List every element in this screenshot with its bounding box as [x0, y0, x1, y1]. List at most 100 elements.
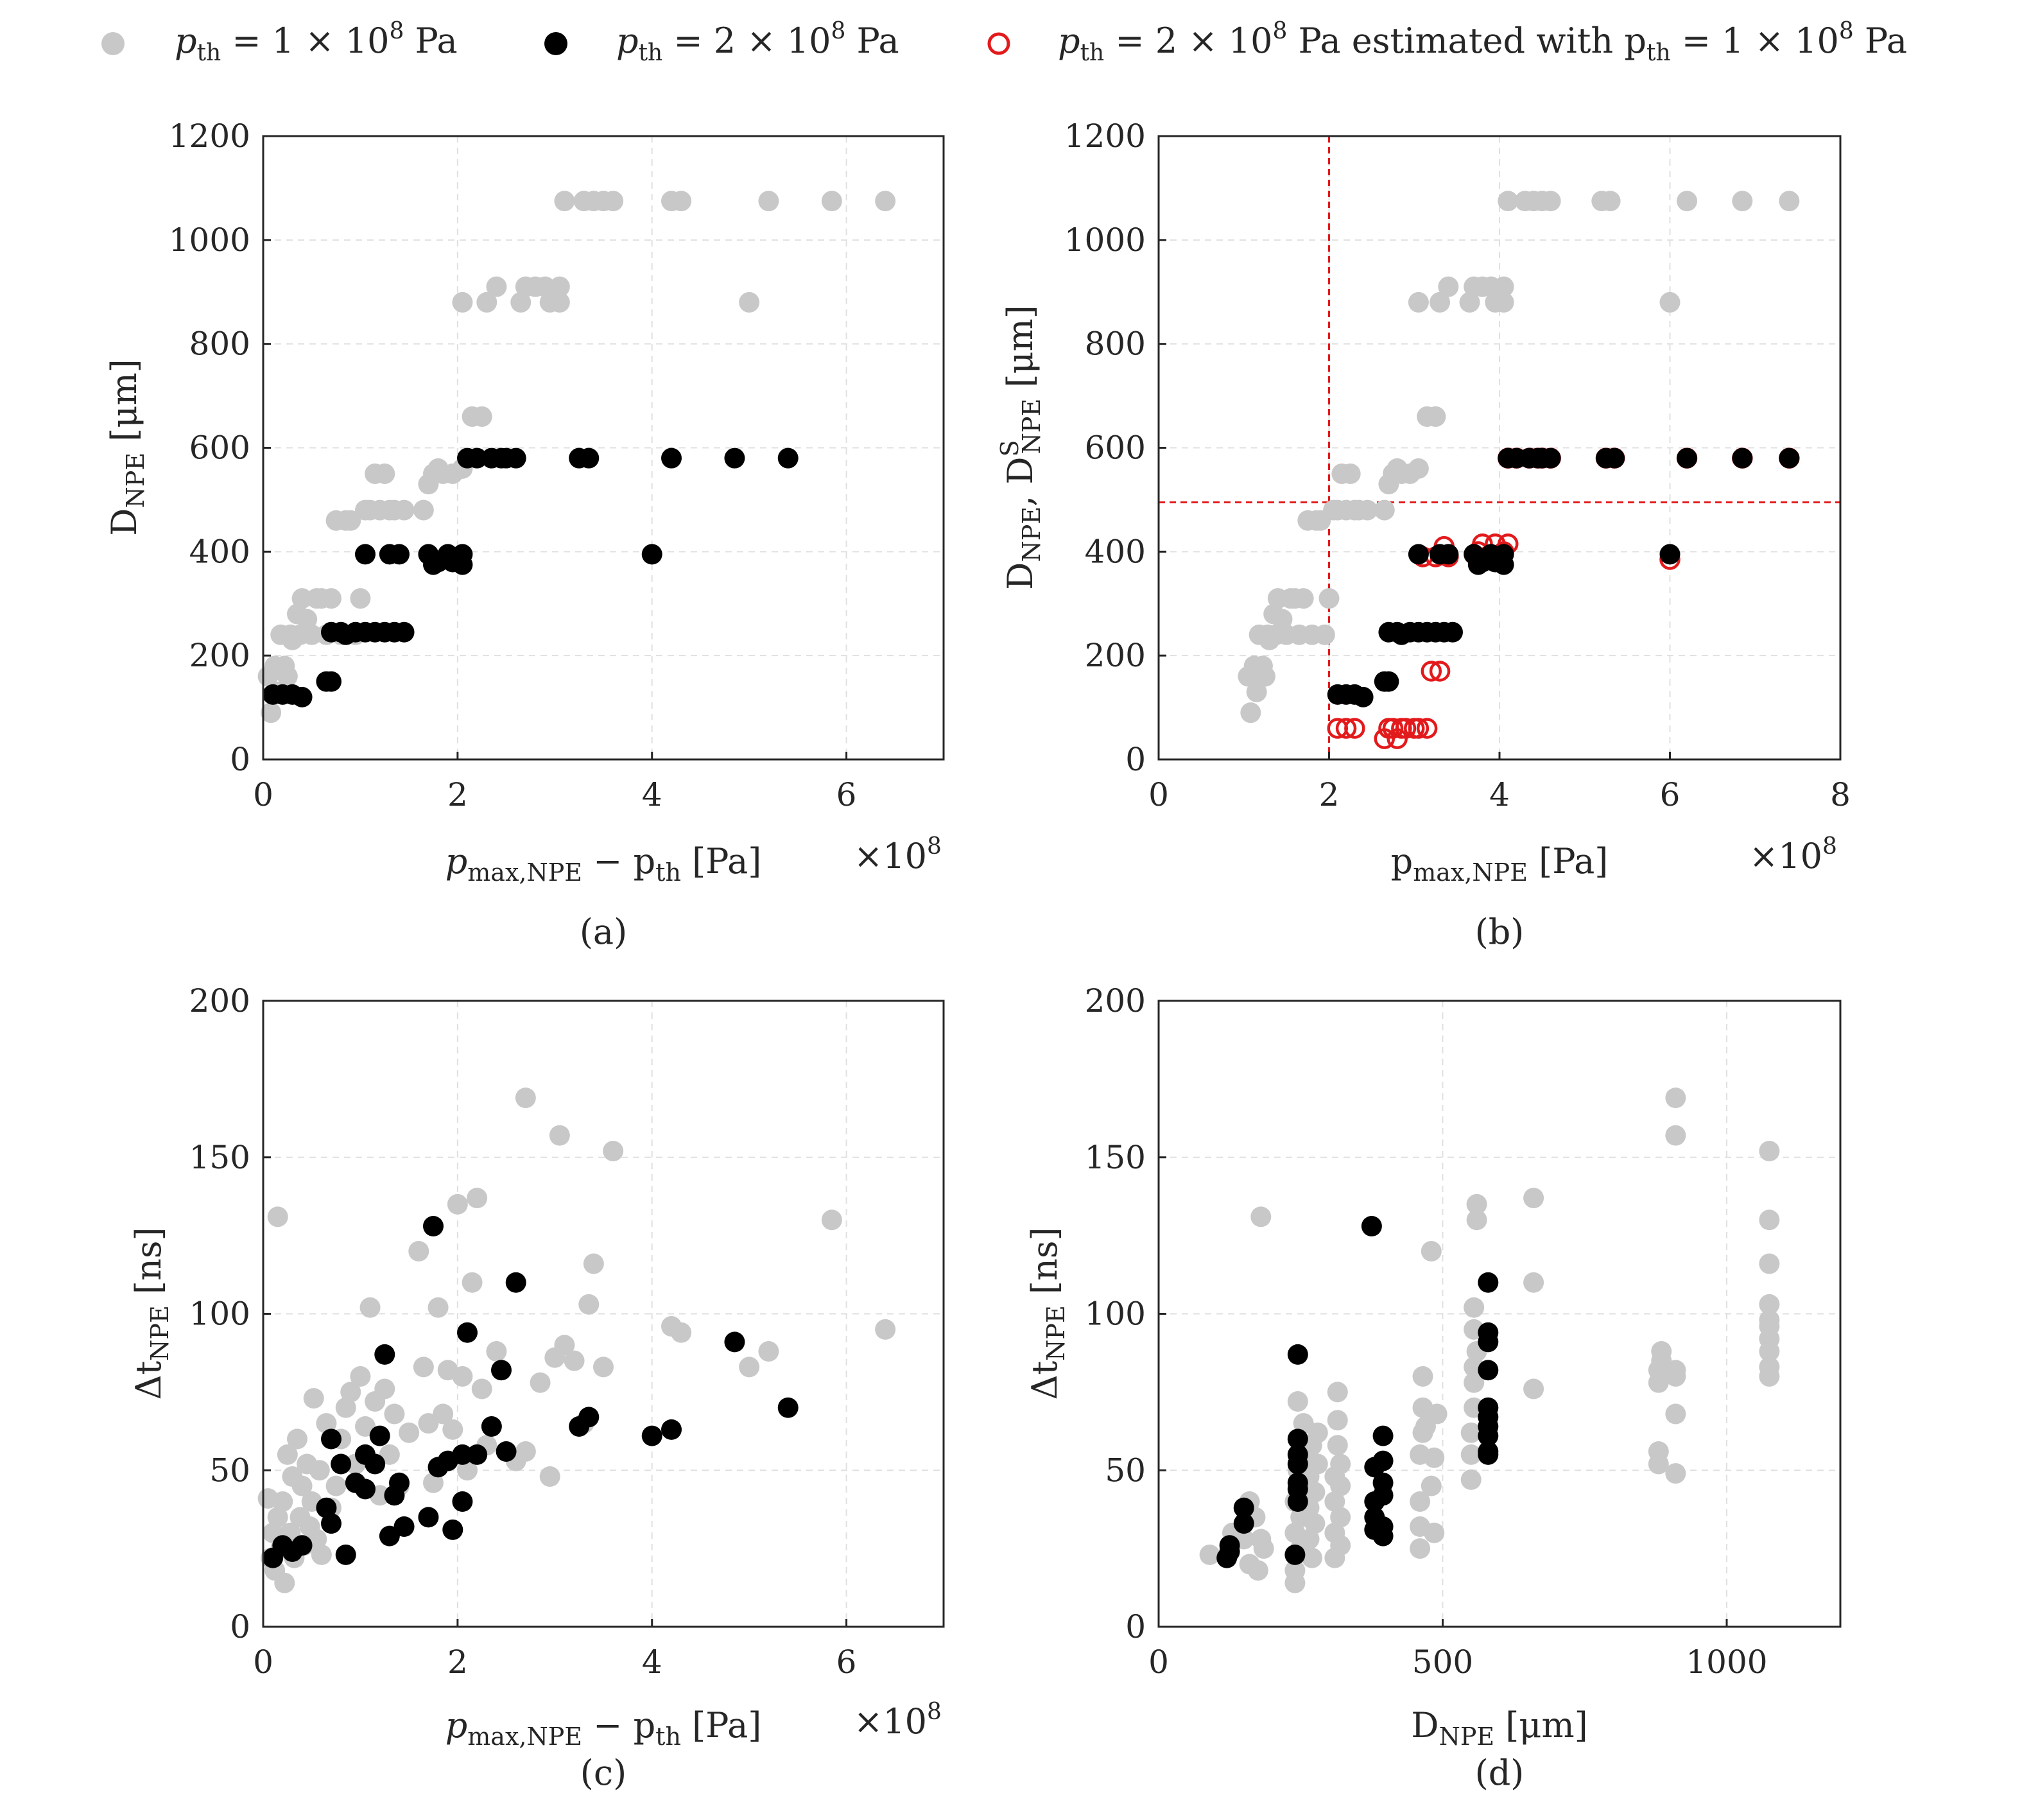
- data-point-red-open: [1429, 661, 1451, 682]
- data-point-gray: [374, 463, 395, 484]
- data-point-gray: [1466, 1193, 1487, 1215]
- data-point-gray: [1425, 406, 1446, 427]
- data-point-gray: [1199, 1544, 1220, 1565]
- data-point-gray: [350, 588, 371, 609]
- data-point-black: [452, 544, 473, 565]
- data-point-black: [1478, 1397, 1499, 1418]
- x-tick-label: 6: [1660, 776, 1681, 813]
- x-tick-label: 6: [836, 1643, 857, 1681]
- panel-c-xlabel: pmax,NPE − pth [Pa]: [445, 1705, 762, 1751]
- data-point-gray: [1424, 1447, 1445, 1468]
- x-tick-label: 8: [1830, 776, 1851, 813]
- data-point-gray: [291, 588, 313, 609]
- data-point-gray: [1293, 588, 1314, 609]
- data-point-black: [1372, 1425, 1394, 1446]
- data-point-gray: [1307, 1453, 1328, 1475]
- data-point-gray: [535, 276, 556, 297]
- data-point-gray: [471, 406, 492, 427]
- data-point-gray: [413, 1356, 434, 1378]
- x-tick-label: 0: [253, 776, 273, 813]
- data-point-gray: [539, 1466, 560, 1487]
- data-point-gray: [1523, 1188, 1544, 1209]
- data-point-gray: [1254, 666, 1275, 687]
- data-point-black: [1478, 1360, 1499, 1381]
- y-tick-label: 0: [230, 1608, 250, 1645]
- data-point-black: [578, 447, 600, 469]
- data-point-gray: [1357, 499, 1378, 521]
- data-point-gray: [1330, 1507, 1351, 1528]
- data-point-gray: [1272, 609, 1293, 630]
- data-point-gray: [671, 191, 692, 212]
- data-point-gray: [1779, 191, 1800, 212]
- data-point-black: [1287, 1428, 1308, 1450]
- panel-a-exponent: ×108: [854, 833, 942, 876]
- data-point-gray: [1330, 1453, 1351, 1475]
- panel-b-caption: (b): [1475, 912, 1525, 952]
- data-point-gray: [325, 1475, 347, 1496]
- data-point-gray: [1523, 1272, 1544, 1293]
- data-point-black: [1378, 671, 1399, 692]
- data-point-gray: [1340, 463, 1361, 484]
- y-tick-label: 400: [189, 533, 250, 570]
- data-point-gray: [1374, 499, 1395, 521]
- data-point-gray: [399, 1422, 420, 1443]
- data-point-gray: [549, 276, 570, 297]
- data-point-black: [1779, 447, 1800, 469]
- data-point-gray: [875, 1319, 896, 1340]
- data-point-gray: [340, 1382, 361, 1403]
- data-point-black: [321, 1513, 341, 1534]
- data-point-black: [389, 544, 410, 565]
- data-point-gray: [603, 191, 624, 212]
- data-point-red-open: [1395, 718, 1417, 739]
- data-point-gray: [1426, 1403, 1447, 1425]
- data-point-gray: [379, 1444, 400, 1465]
- data-point-gray: [821, 1209, 842, 1231]
- data-point-gray: [578, 1294, 600, 1315]
- y-tick-label: 0: [1125, 1608, 1146, 1645]
- data-point-gray: [316, 1413, 337, 1434]
- y-tick-label: 200: [1085, 982, 1146, 1019]
- y-tick-label: 100: [189, 1296, 250, 1333]
- data-point-black: [331, 1453, 352, 1475]
- y-tick-label: 150: [1085, 1139, 1146, 1176]
- data-point-gray: [1466, 1209, 1487, 1231]
- data-point-gray: [1284, 1560, 1306, 1581]
- data-point-gray: [739, 291, 760, 313]
- data-point-gray: [486, 1341, 507, 1362]
- data-point-black: [777, 1397, 799, 1418]
- data-point-gray: [1430, 291, 1451, 313]
- data-point-black: [457, 1322, 478, 1343]
- data-point-gray: [423, 1472, 444, 1493]
- data-point-gray: [875, 191, 896, 212]
- data-point-gray: [476, 291, 497, 313]
- data-point-red-open: [1335, 718, 1357, 739]
- data-point-gray: [408, 1241, 429, 1261]
- data-point-black: [467, 447, 488, 469]
- data-point-gray: [1732, 191, 1753, 212]
- legend: pth = 1 × 108 Pa pth = 2 × 108 Pa pth = …: [101, 18, 1907, 66]
- x-tick-label: 4: [642, 776, 662, 813]
- data-point-black: [641, 1425, 662, 1446]
- y-tick-label: 1200: [1064, 117, 1146, 155]
- y-tick-label: 200: [189, 637, 250, 674]
- data-point-gray: [272, 1491, 293, 1512]
- legend-marker-gray: [101, 32, 125, 55]
- data-point-gray: [321, 588, 341, 609]
- data-point-gray: [1299, 1529, 1320, 1550]
- data-point-black: [1659, 544, 1681, 565]
- panel-c-caption: (c): [580, 1753, 626, 1793]
- x-tick-label: 2: [447, 776, 468, 813]
- data-point-black: [452, 1491, 473, 1512]
- x-tick-label: 0: [1148, 1643, 1169, 1681]
- y-tick-label: 0: [1125, 741, 1146, 778]
- data-point-gray: [1759, 1253, 1780, 1274]
- data-point-gray: [1460, 1444, 1482, 1465]
- data-point-gray: [758, 191, 779, 212]
- legend-label-gray: pth = 1 × 108 Pa: [175, 18, 458, 66]
- data-point-gray: [1648, 1441, 1669, 1462]
- data-point-gray: [1307, 1422, 1328, 1443]
- data-point-black: [291, 1535, 313, 1556]
- data-point-gray: [413, 499, 434, 521]
- data-point-black: [355, 1478, 376, 1500]
